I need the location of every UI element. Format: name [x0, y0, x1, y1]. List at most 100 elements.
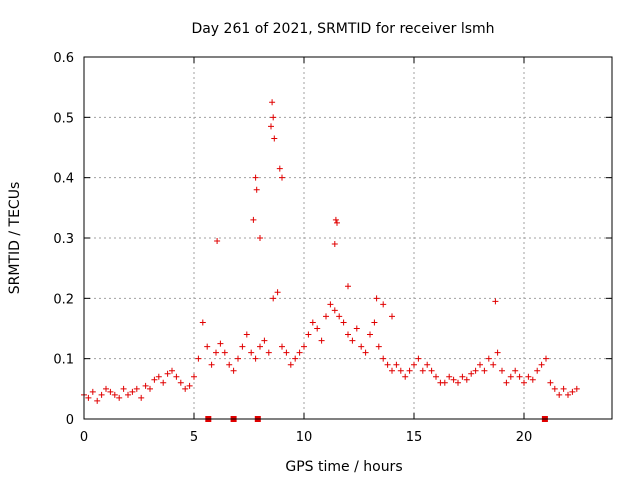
data-point: [142, 382, 149, 389]
data-point: [547, 379, 554, 386]
data-point: [345, 331, 351, 338]
data-point: [433, 373, 439, 380]
data-point: [177, 379, 184, 386]
data-point: [103, 385, 109, 392]
y-tick-label: 0.2: [53, 292, 74, 307]
axis-ticks: [83, 56, 612, 420]
data-point: [120, 385, 127, 392]
y-tick-label: 0.4: [53, 172, 74, 187]
data-point: [155, 373, 162, 380]
data-point: [208, 361, 215, 368]
grid-lines: [84, 57, 612, 419]
data-point: [265, 349, 272, 356]
data-point: [397, 367, 404, 374]
data-point: [556, 391, 563, 398]
data-point: [107, 388, 114, 395]
data-point: [492, 298, 499, 305]
data-point: [261, 337, 268, 344]
data-point: [125, 391, 131, 398]
data-point: [380, 355, 387, 362]
data-point: [468, 370, 475, 377]
data-point: [85, 394, 92, 401]
data-point: [490, 361, 497, 368]
data-point: [389, 313, 395, 320]
data-point: [362, 349, 369, 356]
x-tick-label: 10: [296, 430, 313, 445]
data-point: [309, 319, 316, 326]
data-point: [250, 216, 257, 223]
data-point: [221, 349, 228, 356]
data-point: [151, 376, 158, 383]
data-point: [257, 235, 263, 241]
data-point: [160, 379, 167, 386]
y-tick-label: 0.6: [53, 51, 74, 66]
x-tick-label: 20: [516, 430, 533, 445]
x-tick-label: 0: [80, 430, 88, 445]
data-point: [111, 391, 118, 398]
data-point: [296, 349, 303, 356]
y-tick-label: 0.3: [53, 232, 74, 247]
data-point: [389, 367, 395, 374]
data-point: [276, 165, 283, 172]
data-point: [323, 313, 329, 320]
x-tick-label: 15: [406, 430, 423, 445]
data-point: [213, 349, 219, 356]
data-point: [252, 174, 259, 181]
data-point: [463, 376, 470, 383]
data-point: [182, 385, 189, 392]
data-point: [239, 343, 246, 350]
data-point: [373, 295, 380, 302]
data-point: [270, 114, 277, 121]
data-point: [98, 391, 105, 398]
data-point: [336, 313, 343, 320]
data-point: [147, 385, 153, 392]
data-point: [186, 382, 193, 389]
data-point: [428, 367, 435, 374]
data-point: [331, 241, 338, 248]
data-point: [512, 367, 519, 374]
data-point: [268, 123, 274, 130]
data-point: [252, 355, 259, 362]
data-point: [503, 379, 510, 386]
data-point: [301, 343, 307, 350]
data-point: [129, 388, 136, 395]
data-point: [499, 367, 505, 374]
data-point: [305, 331, 312, 338]
data-point: [292, 355, 299, 362]
data-point: [169, 367, 175, 374]
data-point: [560, 385, 567, 392]
data-point: [450, 376, 457, 383]
data-point: [253, 186, 260, 193]
data-point: [349, 337, 356, 344]
chart-title: Day 261 of 2021, SRMTID for receiver lsm…: [191, 21, 494, 37]
data-point: [345, 283, 351, 290]
data-point: [543, 355, 549, 362]
data-point: [287, 361, 294, 368]
data-point: [116, 394, 123, 401]
data-point: [89, 388, 96, 395]
data-point: [481, 367, 488, 374]
data-point: [340, 319, 347, 326]
data-point: [204, 343, 211, 350]
data-point: [393, 361, 400, 368]
data-point: [327, 301, 334, 308]
tick-labels: 0 0.1 0.2 0.3 0.4 0.5 0.6 0 5 10 15 20: [53, 51, 532, 445]
data-point: [279, 343, 285, 350]
data-point: [279, 174, 285, 181]
data-point: [334, 219, 340, 226]
y-tick-label: 0.1: [53, 353, 74, 368]
data-point: [424, 361, 431, 368]
data-point: [331, 307, 338, 314]
data-point: [230, 367, 237, 374]
data-point: [371, 319, 378, 326]
y-tick-label: 0.5: [53, 111, 74, 126]
data-point: [217, 340, 224, 347]
data-point: [477, 361, 483, 368]
y-axis-label: SRMTID / TECUs: [7, 182, 23, 295]
y-tick-label: 0: [66, 413, 74, 428]
data-point: [226, 361, 233, 368]
x-tick-label: 5: [190, 430, 198, 445]
data-point: [314, 325, 321, 332]
data-point: [419, 367, 426, 374]
data-point: [402, 373, 409, 380]
